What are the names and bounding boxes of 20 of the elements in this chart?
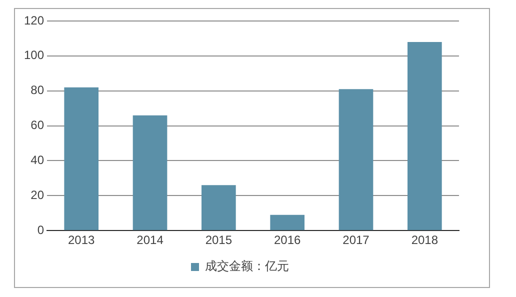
x-tick-label: 2015 xyxy=(205,233,232,248)
x-tick-label: 2018 xyxy=(411,233,438,248)
legend-label: 成交金额：亿元 xyxy=(205,259,289,274)
x-tick-label: 2013 xyxy=(68,233,96,248)
y-tick-label: 0 xyxy=(37,222,44,237)
y-tick-label: 60 xyxy=(30,118,44,132)
bar xyxy=(270,214,305,230)
bar xyxy=(338,89,374,230)
y-tick-label: 40 xyxy=(30,153,44,168)
x-tick-label: 2016 xyxy=(274,233,302,248)
y-tick-label: 100 xyxy=(24,48,44,62)
bar xyxy=(64,87,99,230)
bar xyxy=(202,185,236,230)
x-tick-label: 2017 xyxy=(342,233,370,248)
y-tick-label: 80 xyxy=(30,83,44,98)
y-tick-label: 120 xyxy=(24,13,44,28)
x-tick-label: 2014 xyxy=(136,233,164,248)
y-tick-label: 20 xyxy=(30,188,44,202)
bar xyxy=(408,42,442,230)
bar xyxy=(132,115,168,230)
